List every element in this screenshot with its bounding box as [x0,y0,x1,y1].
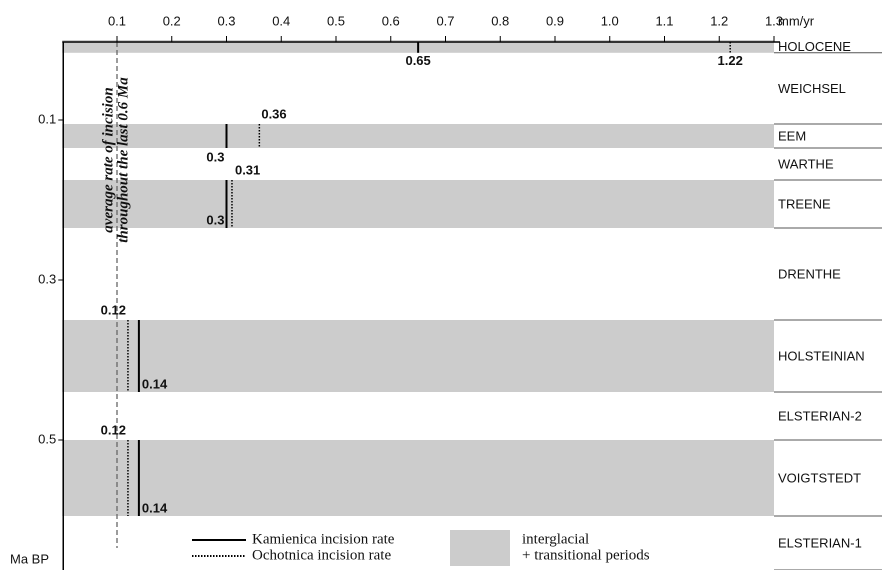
x-axis-label: mm/yr [778,13,815,28]
x-tick-label: 0.2 [163,13,181,28]
rate-label: 0.3 [206,212,224,227]
stage-label: EEM [778,128,806,143]
legend-label: interglacial [522,531,589,547]
stage-label: WARTHE [778,156,834,171]
rate-label: 0.3 [206,149,224,164]
rate-label: 1.22 [718,53,743,68]
interglacial-band [62,440,774,516]
interglacial-band [62,320,774,392]
x-tick-label: 0.7 [436,13,454,28]
stage-label: HOLOCENE [778,39,851,54]
x-tick-label: 0.8 [491,13,509,28]
x-tick-label: 0.6 [382,13,400,28]
rate-label: 0.36 [261,106,286,121]
y-tick-label: 0.1 [38,111,56,126]
rate-label: 0.14 [142,376,168,391]
interglacial-band [62,124,774,148]
stage-label: WEICHSEL [778,81,846,96]
rate-label: 0.31 [235,162,260,177]
average-label: throughout the last 0.6 Ma [115,77,131,243]
legend-label: Kamienica incision rate [252,531,395,547]
x-tick-label: 0.3 [217,13,235,28]
x-tick-label: 1.0 [601,13,619,28]
x-tick-label: 1.2 [710,13,728,28]
x-tick-label: 1.1 [655,13,673,28]
rate-label: 0.12 [101,302,126,317]
y-tick-label: 0.3 [38,271,56,286]
x-tick-label: 0.4 [272,13,290,28]
y-axis-label: Ma BP [10,551,49,566]
stage-label: ELSTERIAN-2 [778,408,862,423]
x-tick-label: 1.3 [765,13,783,28]
stage-label: DRENTHE [778,266,841,281]
legend-label: + transitional periods [522,547,650,563]
stage-label: ELSTERIAN-1 [778,535,862,550]
rate-label: 0.14 [142,500,168,515]
legend-label: Ochotnica incision rate [252,547,391,563]
legend-band [450,530,510,566]
x-tick-label: 0.9 [546,13,564,28]
stage-label: TREENE [778,196,831,211]
stage-label: VOIGTSTEDT [778,470,861,485]
x-tick-label: 0.1 [108,13,126,28]
interglacial-band [62,180,774,228]
x-tick-label: 0.5 [327,13,345,28]
y-tick-label: 0.5 [38,431,56,446]
average-label: average rate of incision [100,87,116,232]
rate-label: 0.65 [405,53,430,68]
stage-label: HOLSTEINIAN [778,348,865,363]
rate-label: 0.12 [101,422,126,437]
